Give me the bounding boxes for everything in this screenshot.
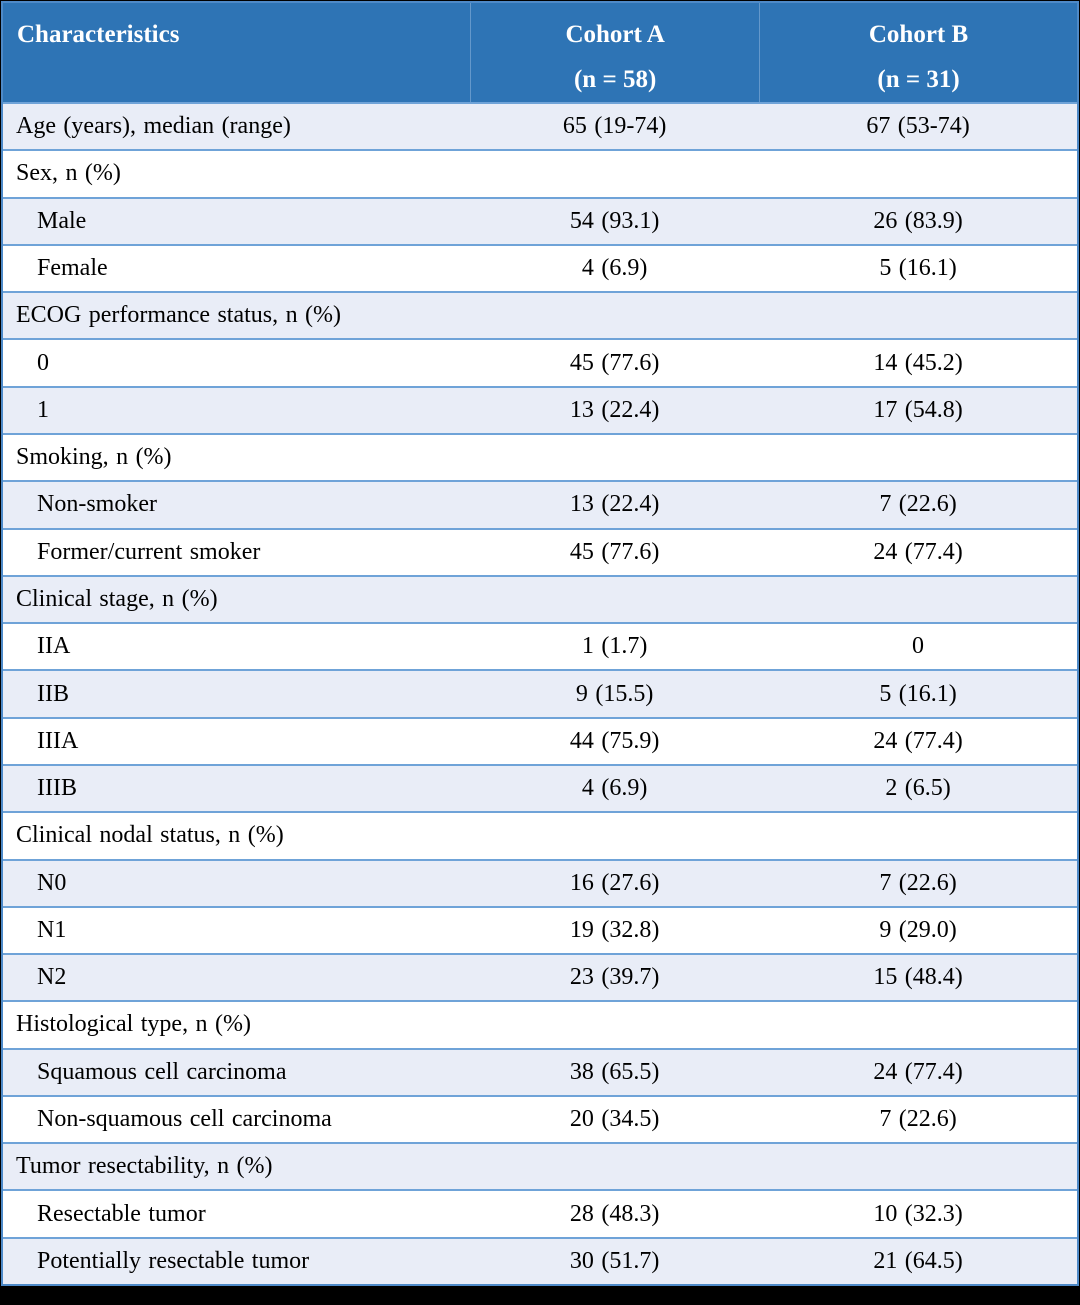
header-cohort-a-name: Cohort A — [565, 21, 665, 48]
table-row: 1 13 (22.4) 17 (54.8) — [3, 385, 1077, 433]
row-label: Histological type, n (%) — [16, 1011, 251, 1038]
table-row: Age (years), median (range) 65 (19-74) 67 … — [3, 102, 1077, 150]
row-label: Potentially resectable tumor — [37, 1247, 310, 1274]
cohort-a-value: 30 (51.7) — [569, 1247, 660, 1274]
table-row: Resectable tumor 28 (48.3) 10 (32.3) — [3, 1189, 1077, 1237]
cohort-b-value: 24 (77.4) — [873, 538, 963, 565]
table-row: N1 19 (32.8) 9 (29.0) — [3, 905, 1077, 954]
table-body: Age (years), median (range) 65 (19-74) 67 … — [3, 102, 1077, 1285]
cohort-a-value: 9 (15.5) — [575, 680, 654, 707]
table-row: IIB 9 (15.5) 5 (16.1) — [3, 669, 1077, 717]
cohort-b-value: 67 (53-74) — [866, 113, 970, 140]
cohort-b-value: 15 (48.4) — [873, 964, 963, 991]
row-label: N0 — [37, 869, 67, 896]
table-row: N0 16 (27.6) 7 (22.6) — [3, 858, 1077, 906]
cohort-a-value: 20 (34.5) — [569, 1106, 660, 1133]
table-row: N2 23 (39.7) 15 (48.4) — [3, 953, 1077, 1001]
row-label: Female — [37, 254, 108, 281]
cohort-b-value: 9 (29.0) — [879, 916, 957, 943]
row-label: IIA — [37, 633, 71, 660]
header-cohort-b-n: (n = 31) — [877, 66, 960, 93]
table-section-row: Smoking, n (%) — [3, 432, 1077, 481]
cohort-b-value: 5 (16.1) — [879, 680, 957, 707]
table-header-row: Characteristics Cohort A (n = 58) Cohort… — [3, 3, 1077, 102]
cohort-b-value: 24 (77.4) — [873, 727, 963, 754]
table-row: IIA 1 (1.7) 0 — [3, 622, 1077, 670]
table-section-row: Clinical stage, n (%) — [3, 574, 1077, 623]
header-cohort-a: Cohort A (n = 58) — [470, 3, 759, 102]
table-row: Non-squamous cell carcinoma 20 (34.5) 7 (2… — [3, 1094, 1077, 1143]
table-row: IIIA 44 (75.9) 24 (77.4) — [3, 716, 1077, 764]
cohort-b-value: 10 (32.3) — [873, 1200, 963, 1227]
row-label: Tumor resectability, n (%) — [16, 1153, 273, 1180]
cohort-a-value: 54 (93.1) — [569, 207, 660, 234]
cohort-b-value: 2 (6.5) — [885, 775, 951, 802]
cohort-b-value: 7 (22.6) — [879, 869, 957, 896]
row-label: 1 — [37, 396, 49, 423]
cohort-b-value: 7 (22.6) — [879, 1106, 957, 1133]
row-label: Male — [37, 207, 87, 234]
cohort-b-value: 14 (45.2) — [873, 349, 963, 376]
cohort-a-value: 1 (1.7) — [581, 633, 648, 660]
cohort-b-value: 7 (22.6) — [879, 491, 957, 518]
table-section-row: Tumor resectability, n (%) — [3, 1142, 1077, 1190]
row-label: Non-smoker — [37, 491, 157, 518]
cohort-b-value: 21 (64.5) — [873, 1247, 963, 1274]
cohort-a-value: 4 (6.9) — [581, 254, 648, 281]
cohort-a-value: 45 (77.6) — [569, 349, 660, 376]
row-label: Resectable tumor — [37, 1200, 206, 1227]
table-row: Female 4 (6.9) 5 (16.1) — [3, 243, 1077, 292]
table-row: Potentially resectable tumor 30 (51.7) 21 … — [3, 1236, 1077, 1285]
table-row: Squamous cell carcinoma 38 (65.5) 24 (77.4… — [3, 1047, 1077, 1095]
table-section-row: Clinical nodal status, n (%) — [3, 811, 1077, 859]
cohort-a-value: 65 (19-74) — [562, 113, 667, 140]
cohort-a-value: 45 (77.6) — [569, 538, 660, 565]
row-label: Non-squamous cell carcinoma — [37, 1106, 332, 1133]
cohort-b-value: 26 (83.9) — [873, 207, 963, 234]
row-label: N2 — [37, 964, 67, 991]
row-label: IIB — [37, 680, 69, 707]
row-label: IIIB — [37, 775, 77, 802]
cohort-a-value: 38 (65.5) — [569, 1058, 660, 1085]
row-label: Smoking, n (%) — [16, 444, 172, 471]
cohort-a-value: 16 (27.6) — [569, 869, 660, 896]
table-section-row: Histological type, n (%) — [3, 1000, 1077, 1048]
cohort-b-value: 5 (16.1) — [879, 254, 957, 281]
row-label: N1 — [37, 916, 67, 943]
table-section-row: ECOG performance status, n (%) — [3, 291, 1077, 339]
header-characteristics: Characteristics — [17, 21, 180, 48]
table-section-row: Sex, n (%) — [3, 149, 1077, 197]
header-cohort-a-n: (n = 58) — [573, 66, 657, 93]
row-label: Squamous cell carcinoma — [37, 1058, 287, 1085]
row-label: 0 — [37, 349, 49, 376]
table-row: IIIB 4 (6.9) 2 (6.5) — [3, 763, 1077, 812]
cohort-b-value: 0 — [912, 633, 925, 660]
cohort-b-value: 17 (54.8) — [873, 396, 963, 423]
table-row: Non-smoker 13 (22.4) 7 (22.6) — [3, 480, 1077, 528]
row-label: IIIA — [37, 727, 79, 754]
cohort-a-value: 4 (6.9) — [581, 775, 648, 802]
cohort-a-value: 19 (32.8) — [569, 916, 660, 943]
row-label: Sex, n (%) — [16, 160, 121, 187]
header-cohort-b-name: Cohort B — [868, 21, 969, 48]
cohort-a-value: 13 (22.4) — [569, 491, 660, 518]
row-label: Clinical nodal status, n (%) — [16, 822, 284, 849]
row-label: Former/current smoker — [37, 538, 261, 565]
table-row: 0 45 (77.6) 14 (45.2) — [3, 338, 1077, 386]
cohort-b-value: 24 (77.4) — [873, 1058, 963, 1085]
cohort-a-value: 23 (39.7) — [569, 964, 660, 991]
header-cohort-b: Cohort B (n = 31) — [759, 3, 1077, 102]
cohort-a-value: 28 (48.3) — [569, 1200, 660, 1227]
row-label: Age (years), median (range) — [16, 113, 291, 140]
cohort-a-value: 13 (22.4) — [569, 396, 660, 423]
table-row: Male 54 (93.1) 26 (83.9) — [3, 196, 1077, 244]
row-label: ECOG performance status, n (%) — [16, 302, 341, 329]
cohort-a-value: 44 (75.9) — [569, 727, 660, 754]
table-row: Former/current smoker 45 (77.6) 24 (77.4) — [3, 527, 1077, 575]
row-label: Clinical stage, n (%) — [16, 585, 218, 612]
